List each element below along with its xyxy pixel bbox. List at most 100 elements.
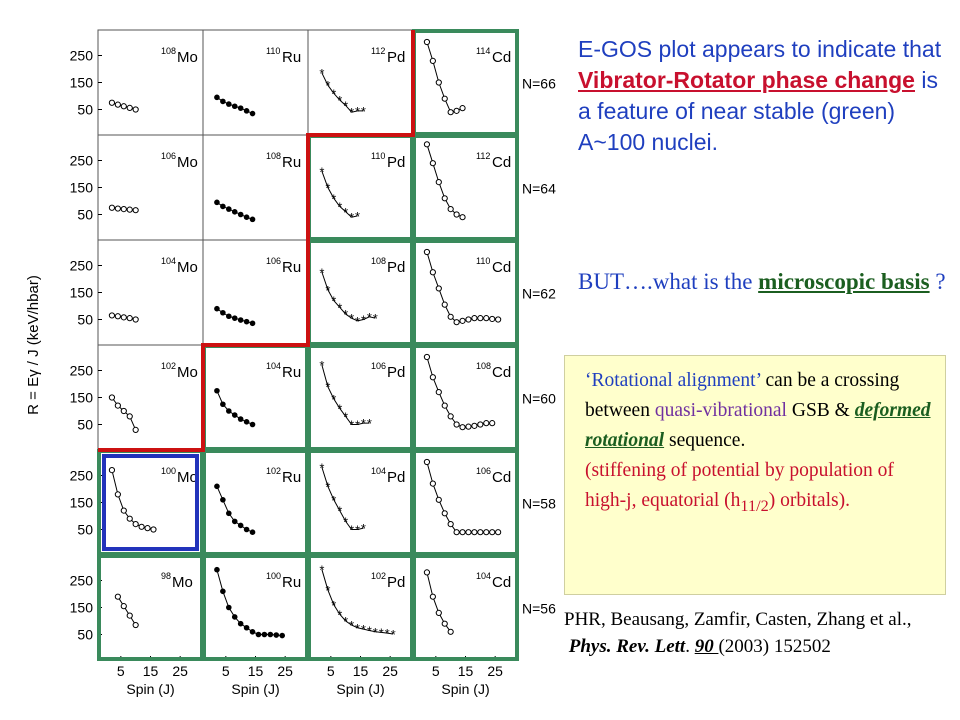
data-point: * <box>361 313 366 328</box>
data-point <box>108 394 116 401</box>
data-point <box>249 629 256 635</box>
data-point: * <box>361 104 366 119</box>
data-point: * <box>367 310 372 325</box>
mass-number: 106 <box>161 151 176 161</box>
data-point <box>447 521 454 528</box>
mass-number: 108 <box>266 151 281 161</box>
y-tick-label: 150 <box>70 180 94 196</box>
panel-Ru-106: 106 Ru <box>214 256 301 327</box>
mass-number: 106 <box>476 466 491 476</box>
data-point: * <box>349 523 354 538</box>
data-point <box>471 529 478 536</box>
data-point <box>243 318 250 325</box>
panel-frame <box>202 239 309 346</box>
data-point: * <box>355 104 360 119</box>
mass-number: 98 <box>161 571 171 581</box>
data-point <box>120 206 127 213</box>
question-pre: BUT….what is the <box>578 269 759 294</box>
data-point <box>447 313 454 320</box>
y-tick-label: 150 <box>70 600 94 616</box>
panel-Mo-104: 104 Mo <box>108 256 198 323</box>
element-label: Pd <box>387 49 405 66</box>
y-axis-label: R = Eγ / J (keV/hbar) <box>25 275 42 415</box>
data-point <box>459 214 466 221</box>
data-point: * <box>391 627 396 642</box>
data-point <box>237 105 244 111</box>
y-tick-label: 250 <box>70 258 94 274</box>
data-point: * <box>337 199 342 214</box>
data-point <box>243 624 250 631</box>
row-label: N=56 <box>522 601 556 617</box>
panel-Pd-112: 112 Pd*** * * * * * <box>319 46 405 120</box>
data-point <box>237 211 244 218</box>
row-label: N=64 <box>522 181 556 197</box>
panel-frame <box>412 449 519 556</box>
data-point <box>126 206 133 213</box>
mass-number: 110 <box>476 256 490 266</box>
data-point: * <box>355 314 360 329</box>
data-point <box>453 211 460 218</box>
data-point <box>231 103 238 110</box>
panel-frame <box>412 344 519 451</box>
panel-frame <box>202 29 309 136</box>
data-point: * <box>337 401 342 416</box>
data-point: * <box>325 479 330 494</box>
data-point <box>226 604 232 611</box>
data-point: * <box>337 300 342 315</box>
data-point <box>231 614 238 620</box>
data-point: * <box>349 210 354 225</box>
mass-number: 104 <box>476 571 491 581</box>
data-point <box>453 529 460 536</box>
data-point <box>489 315 496 323</box>
panel-frame <box>97 134 204 241</box>
data-point: * <box>373 625 378 640</box>
y-tick-label: 50 <box>77 627 93 643</box>
data-point <box>459 317 466 324</box>
phase-boundary-line <box>98 30 415 452</box>
mass-number: 108 <box>161 46 176 56</box>
row-label: N=66 <box>522 76 556 92</box>
data-point: * <box>319 563 324 578</box>
question-text: BUT….what is the microscopic basis ? <box>578 266 950 298</box>
data-point <box>243 108 250 114</box>
data-point <box>214 199 220 206</box>
data-point <box>471 422 478 429</box>
ref-journal: Phys. Rev. Lett <box>568 636 686 657</box>
data-point: * <box>319 358 324 373</box>
data-point: * <box>361 416 366 431</box>
panel-Ru-104: 104 Ru <box>214 361 301 428</box>
data-point: * <box>343 205 348 220</box>
data-point: * <box>343 307 348 322</box>
data-point: * <box>319 265 324 280</box>
data-point <box>114 491 121 498</box>
x-axis-label: Spin (J) <box>336 681 384 697</box>
ref-volume: 90 <box>694 636 719 657</box>
data-point <box>243 419 250 425</box>
note-subscript: 11/2 <box>740 496 769 515</box>
panel-frame <box>97 449 204 556</box>
mass-number: 100 <box>161 466 176 476</box>
data-point: * <box>349 618 354 633</box>
series-line <box>321 72 364 113</box>
stable-nucleus-box <box>412 344 519 451</box>
data-point <box>249 320 256 327</box>
ref-rest: (2003) 152502 <box>718 636 831 657</box>
panel-frame <box>97 554 204 661</box>
data-point <box>226 206 232 212</box>
mass-number: 114 <box>476 46 490 56</box>
data-point: * <box>355 621 360 636</box>
data-point <box>441 195 448 202</box>
panel-Pd-110: 110 Pd**** * * * <box>319 151 405 225</box>
data-point: * <box>337 607 342 622</box>
data-point: * <box>361 622 366 637</box>
data-point <box>267 631 274 638</box>
y-tick-label: 250 <box>70 48 94 64</box>
panel-Cd-112: 112 Cd <box>423 141 511 221</box>
data-point <box>120 603 127 610</box>
element-label: Mo <box>172 574 193 591</box>
note-text-b: GSB & <box>786 400 855 421</box>
data-point <box>243 526 250 533</box>
stable-nucleus-box <box>412 29 519 136</box>
data-point <box>114 402 121 409</box>
data-point <box>249 529 256 535</box>
